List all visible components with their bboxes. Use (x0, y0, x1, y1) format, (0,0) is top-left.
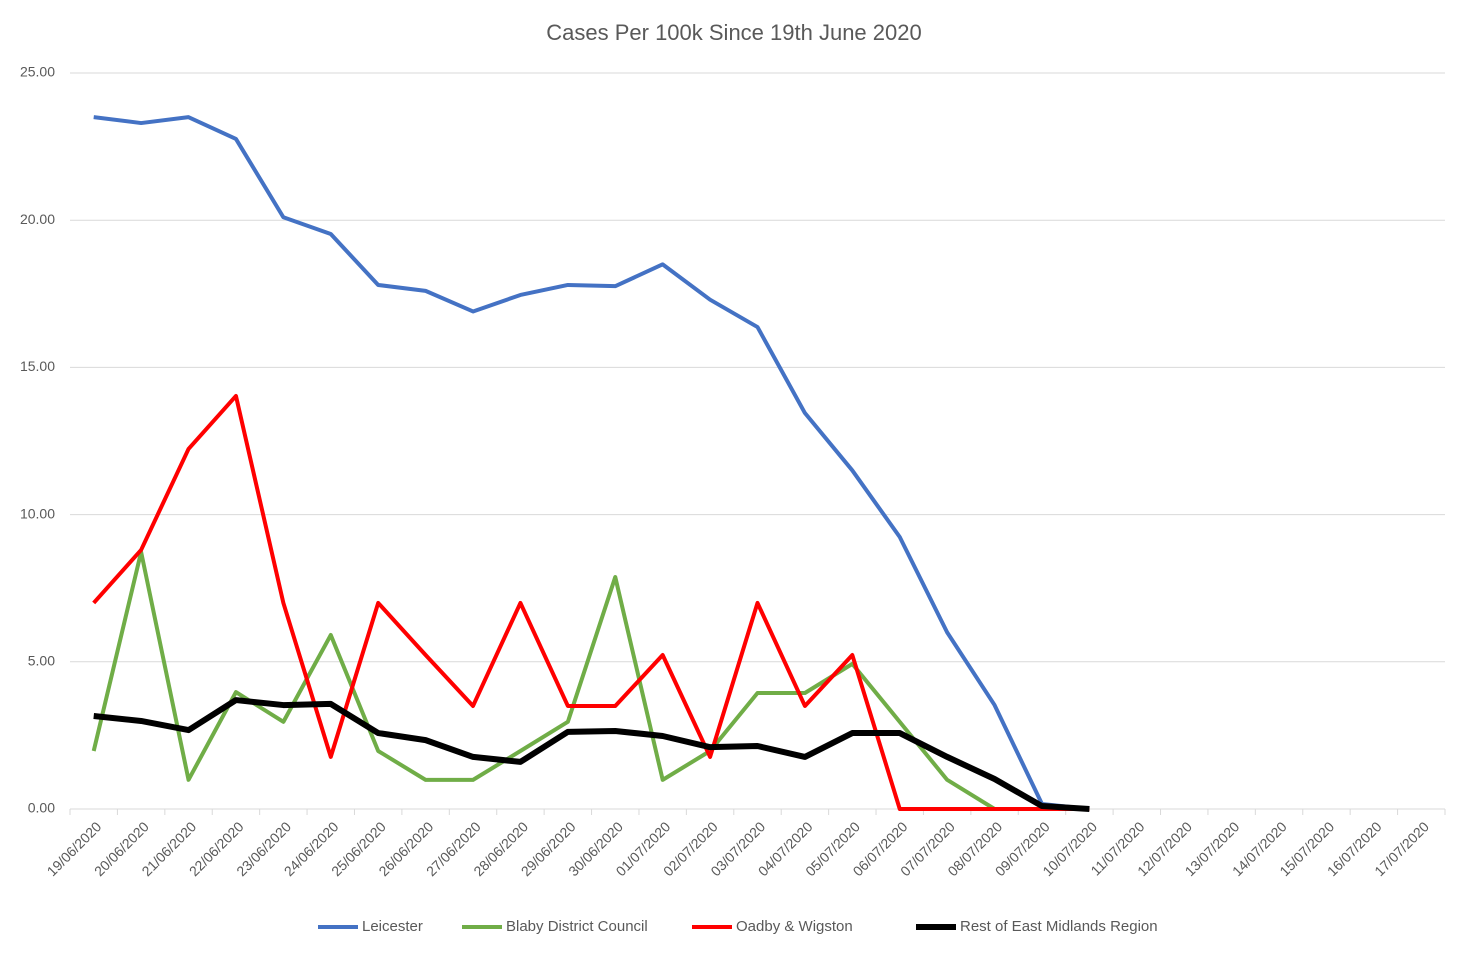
y-tick-label: 15.00 (20, 358, 55, 374)
legend-label: Blaby District Council (506, 918, 648, 935)
legend-label: Oadby & Wigston (736, 918, 853, 935)
series-line (93, 115, 1090, 811)
legend-label: Leicester (362, 918, 423, 935)
y-tick-label: 25.00 (20, 64, 55, 80)
chart-title: Cases Per 100k Since 19th June 2020 (546, 20, 921, 45)
y-tick-label: 5.00 (28, 653, 55, 669)
y-tick-label: 0.00 (28, 800, 55, 816)
series-line (93, 697, 1090, 812)
series-line (92, 393, 1090, 811)
legend-label: Rest of East Midlands Region (960, 918, 1158, 935)
series-line (91, 549, 1090, 811)
y-tick-label: 10.00 (20, 505, 55, 521)
y-tick-label: 20.00 (20, 211, 55, 227)
